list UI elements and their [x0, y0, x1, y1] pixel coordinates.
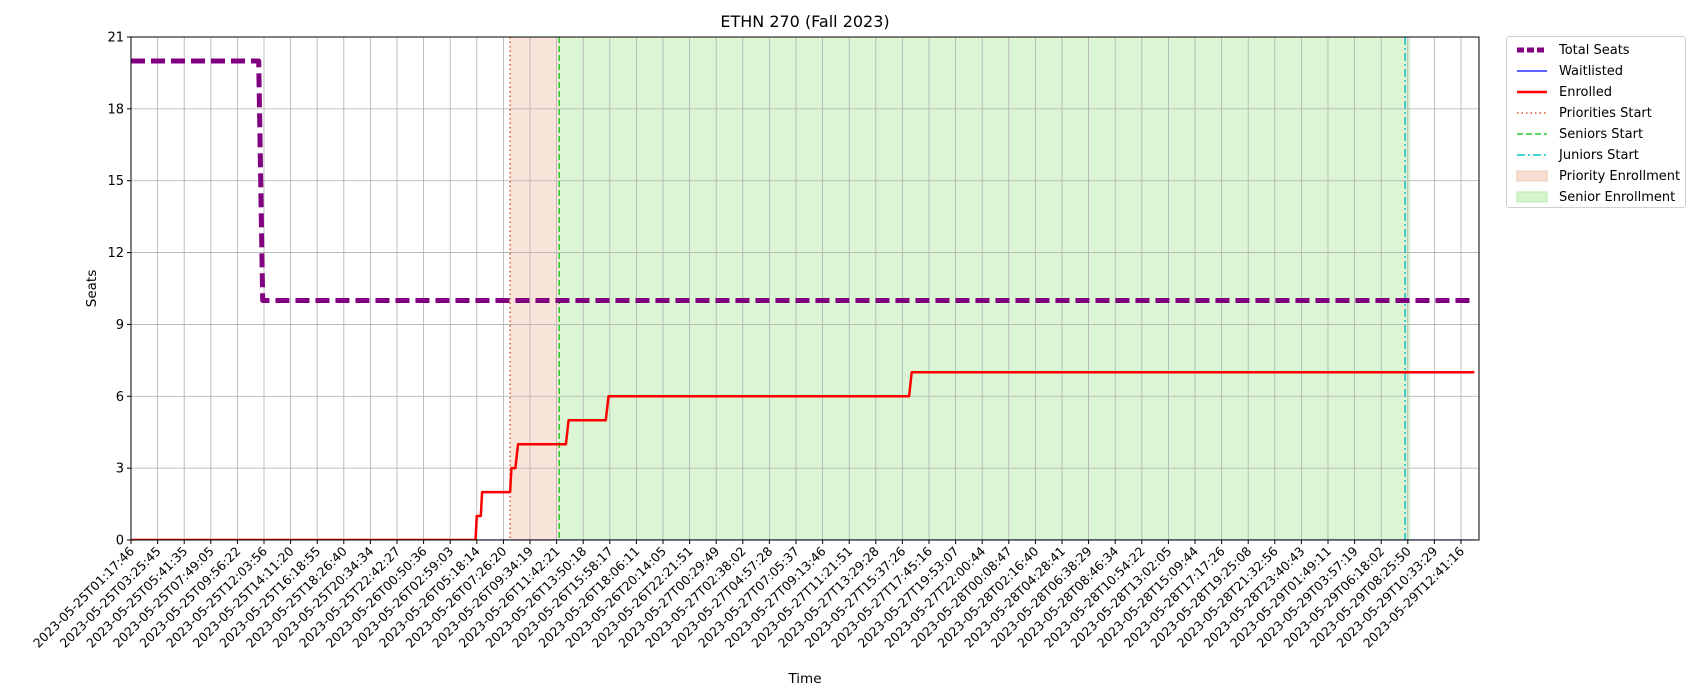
- legend-label: Priority Enrollment: [1559, 168, 1681, 184]
- legend-label: Total Seats: [1559, 42, 1630, 58]
- legend-label: Enrolled: [1559, 84, 1612, 100]
- legend-item: Priority Enrollment: [1515, 167, 1680, 185]
- legend-item: Enrolled: [1515, 83, 1612, 101]
- y-tick-label: 15: [107, 174, 124, 189]
- y-tick-label: 3: [116, 462, 124, 477]
- legend-label: Seniors Start: [1559, 126, 1644, 142]
- y-axis-label: Seats: [84, 270, 100, 307]
- chart-legend: Total Seats Waitlisted Enrolled Priorities …: [1506, 36, 1686, 208]
- y-tick-label: 12: [107, 246, 124, 261]
- legend-item: Senior Enrollment: [1515, 188, 1675, 206]
- chart-title: ETHN 270 (Fall 2023): [720, 12, 889, 31]
- legend-swatch: [1516, 170, 1548, 182]
- series-enrolled: [131, 371, 1475, 540]
- y-tick-label: 0: [116, 534, 124, 549]
- y-tick-label: 18: [107, 102, 124, 117]
- span-priority-enrollment: [510, 37, 560, 540]
- plot-frame: [130, 36, 1480, 541]
- legend-label: Juniors Start: [1559, 147, 1639, 163]
- x-axis-label: Time: [787, 671, 821, 687]
- legend-item: Total Seats: [1515, 41, 1630, 59]
- legend-label: Senior Enrollment: [1559, 189, 1676, 205]
- legend-item: Priorities Start: [1515, 104, 1652, 122]
- span-senior-enrollment: [559, 37, 1411, 540]
- y-tick-label: 9: [116, 318, 124, 333]
- legend-label: Waitlisted: [1559, 63, 1624, 79]
- y-tick-label: 6: [116, 390, 124, 405]
- legend-swatch: [1517, 112, 1547, 114]
- series-total-seats: [131, 58, 1475, 303]
- legend-swatch: [1516, 191, 1548, 203]
- legend-swatch: [1517, 133, 1547, 135]
- legend-item: Juniors Start: [1515, 146, 1639, 164]
- legend-item: Seniors Start: [1515, 125, 1643, 143]
- legend-item: Waitlisted: [1515, 62, 1623, 80]
- legend-swatch: [1517, 47, 1547, 53]
- legend-label: Priorities Start: [1559, 105, 1652, 121]
- legend-swatch: [1517, 154, 1547, 156]
- legend-swatch: [1517, 70, 1547, 72]
- y-tick-label: 21: [107, 31, 124, 46]
- legend-swatch: [1517, 90, 1547, 94]
